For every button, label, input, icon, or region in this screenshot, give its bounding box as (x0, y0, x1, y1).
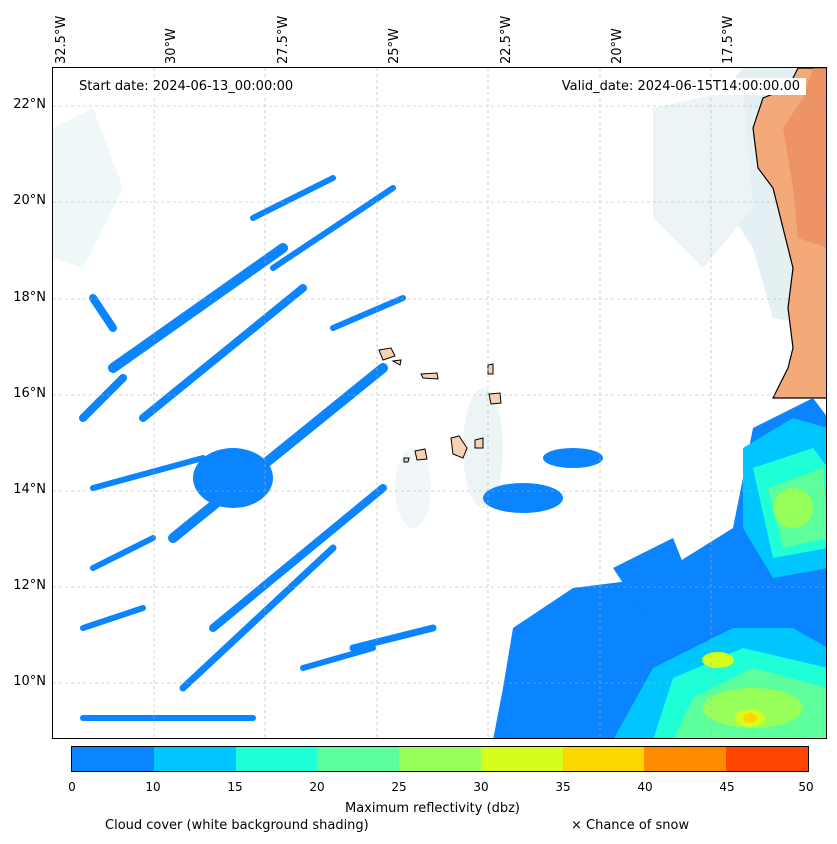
lon-label-22-5w: 22.5°W (499, 15, 514, 64)
lon-label-17-5w: 17.5°W (721, 15, 736, 64)
map-panel[interactable]: Start date: 2024-06-13_00:00:00 Valid_da… (52, 67, 827, 739)
colorbar-bin-0 (72, 747, 154, 771)
lon-label-27-5w: 27.5°W (276, 15, 291, 64)
lon-label-32-5w: 32.5°W (54, 15, 69, 64)
lat-label-18n: 18°N (13, 290, 46, 305)
reflectivity-25-30 (703, 488, 813, 728)
colorbar-tick-25: 25 (391, 780, 407, 794)
colorbar-bin-5 (480, 747, 563, 771)
cloud-cover-caption: Cloud cover (white background shading) (105, 818, 369, 833)
snow-caption: × Chance of snow (571, 818, 690, 833)
lat-label-16n: 16°N (13, 386, 46, 401)
colorbar-tick-20: 20 (309, 780, 325, 794)
colorbar-tick-10: 10 (145, 780, 161, 794)
lat-label-12n: 12°N (13, 578, 46, 593)
colorbar-tick-50: 50 (798, 780, 814, 794)
colorbar-tick-0: 0 (68, 780, 76, 794)
reflectivity-colorbar (71, 746, 809, 772)
lat-label-22n: 22°N (13, 97, 46, 112)
reflectivity-35-40 (743, 713, 757, 723)
lat-label-14n: 14°N (13, 482, 46, 497)
lat-label-20n: 20°N (13, 193, 46, 208)
colorbar-bin-1 (153, 747, 236, 771)
lat-label-10n: 10°N (13, 674, 46, 689)
colorbar-bin-2 (235, 747, 318, 771)
lon-label-30w: 30°W (164, 28, 179, 64)
colorbar-bin-6 (562, 747, 645, 771)
valid-date-label: Valid_date: 2024-06-15T14:00:00.00 (555, 78, 806, 95)
cape-verde-islands (378, 347, 502, 463)
colorbar-tick-35: 35 (555, 780, 571, 794)
colorbar-tick-30: 30 (473, 780, 489, 794)
start-date-label: Start date: 2024-06-13_00:00:00 (73, 78, 300, 95)
colorbar-bin-3 (317, 747, 400, 771)
colorbar-bin-4 (399, 747, 481, 771)
colorbar-bin-8 (726, 747, 809, 771)
graticule (53, 68, 826, 738)
colorbar-bin-7 (644, 747, 727, 771)
lon-label-20w: 20°W (610, 28, 625, 64)
reflectivity-map (53, 68, 826, 738)
reflectivity-0-10 (79, 175, 437, 721)
colorbar-tick-15: 15 (227, 780, 243, 794)
lon-label-25w: 25°W (387, 28, 402, 64)
colorbar-label: Maximum reflectivity (dbz) (345, 801, 520, 816)
colorbar-tick-40: 40 (637, 780, 653, 794)
colorbar-tick-45: 45 (719, 780, 735, 794)
